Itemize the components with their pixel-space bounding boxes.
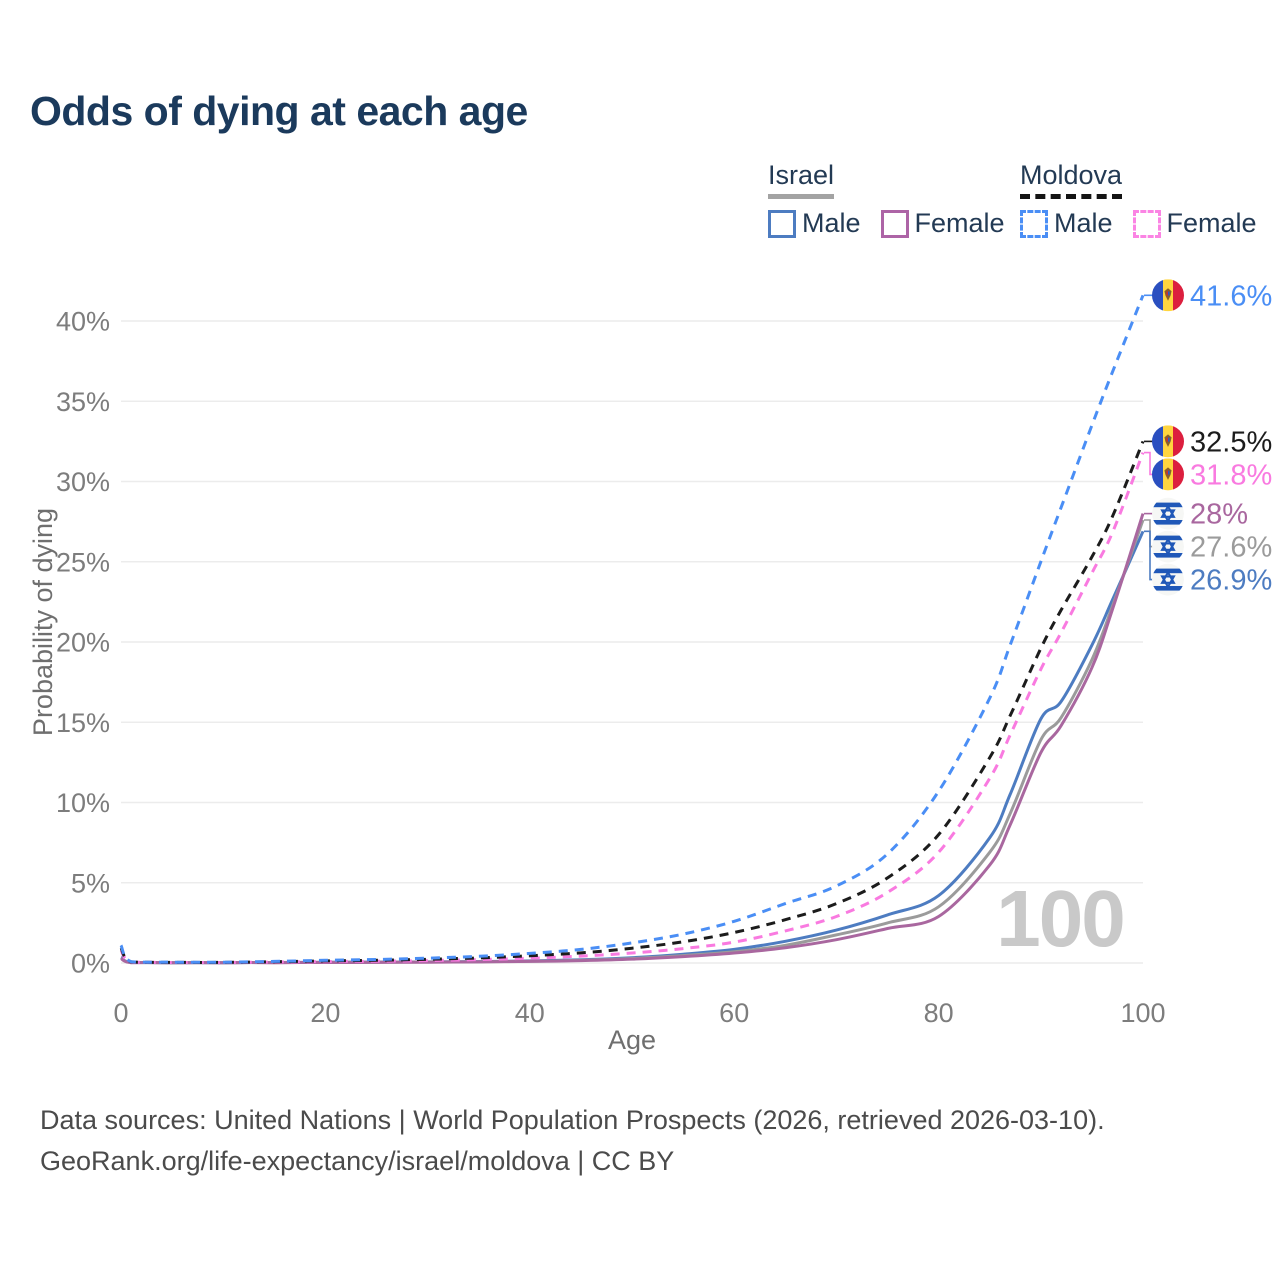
legend-item-moldova-male[interactable]: Male (1020, 208, 1113, 239)
y-tick-label: 20% (56, 628, 110, 658)
legend-label: Female (1166, 208, 1257, 238)
series-line-israel_male[interactable] (120, 530, 1145, 965)
legend-country-israel: Israel (768, 160, 835, 199)
end-value-label-moldova_male: 41.6% (1190, 280, 1272, 312)
y-tick-label: 40% (56, 307, 110, 337)
x-tick-label: 80 (924, 998, 954, 1028)
end-value-label-moldova_female: 31.8% (1190, 459, 1272, 491)
end-value-label-israel_total: 27.6% (1190, 532, 1272, 564)
legend-group-moldova: Moldova Male Female (1020, 160, 1257, 239)
series-line-israel_female[interactable] (120, 513, 1145, 965)
y-tick-label: 25% (56, 547, 110, 577)
legend-label: Female (914, 208, 1005, 238)
label-leader-line (1144, 530, 1153, 581)
x-tick-label: 20 (310, 998, 340, 1028)
end-value-label-israel_female: 28% (1190, 499, 1248, 531)
legend-item-israel-male[interactable]: Male (768, 208, 861, 239)
x-tick-label: 100 (1120, 998, 1165, 1028)
legend: Israel Male Female Moldova Male (0, 160, 1280, 250)
moldova-flag-icon (1152, 279, 1184, 311)
moldova-flag-icon (1152, 425, 1184, 457)
legend-country-moldova: Moldova (1020, 160, 1123, 199)
y-tick-label: 15% (56, 708, 110, 738)
y-tick-label: 30% (56, 467, 110, 497)
legend-item-israel-female[interactable]: Female (880, 208, 1005, 239)
end-value-label-moldova_total: 32.5% (1190, 426, 1272, 458)
series-line-moldova_female[interactable] (119, 452, 1145, 964)
x-tick-label: 0 (113, 998, 128, 1028)
data-sources-line: Data sources: United Nations | World Pop… (40, 1105, 1105, 1135)
legend-label: Male (1054, 208, 1113, 238)
label-leader-line (1144, 451, 1153, 476)
israel-flag-icon (1152, 498, 1184, 530)
end-value-label-israel_male: 26.9% (1190, 565, 1272, 597)
moldova-flag-icon (1152, 458, 1184, 490)
series-line-moldova_male[interactable] (119, 294, 1145, 964)
moldova-female-swatch-icon (1132, 209, 1161, 238)
footer: Data sources: United Nations | World Pop… (40, 1100, 1105, 1182)
page-title: Odds of dying at each age (30, 88, 528, 134)
age-watermark: 100 (996, 874, 1123, 963)
y-axis-title: Probability of dying (28, 508, 58, 736)
x-tick-label: 60 (719, 998, 749, 1028)
label-leader-line (1144, 519, 1153, 548)
y-tick-label: 10% (56, 788, 110, 818)
y-tick-label: 35% (56, 387, 110, 417)
series-line-moldova_total[interactable] (119, 440, 1145, 964)
israel-flag-icon (1152, 564, 1184, 596)
attribution-line: GeoRank.org/life-expectancy/israel/moldo… (40, 1146, 675, 1176)
y-tick-label: 5% (71, 868, 110, 898)
moldova-male-swatch-icon (1020, 209, 1048, 238)
series-line-israel_total[interactable] (120, 519, 1145, 965)
y-tick-label: 0% (71, 949, 110, 979)
legend-label: Male (802, 208, 861, 238)
x-tick-label: 40 (515, 998, 545, 1028)
israel-male-swatch-icon (768, 209, 796, 238)
legend-item-moldova-female[interactable]: Female (1132, 208, 1257, 239)
israel-flag-icon (1152, 531, 1184, 563)
x-axis-title: Age (608, 1025, 656, 1055)
legend-group-israel: Israel Male Female (768, 160, 1005, 239)
israel-female-swatch-icon (880, 209, 909, 238)
